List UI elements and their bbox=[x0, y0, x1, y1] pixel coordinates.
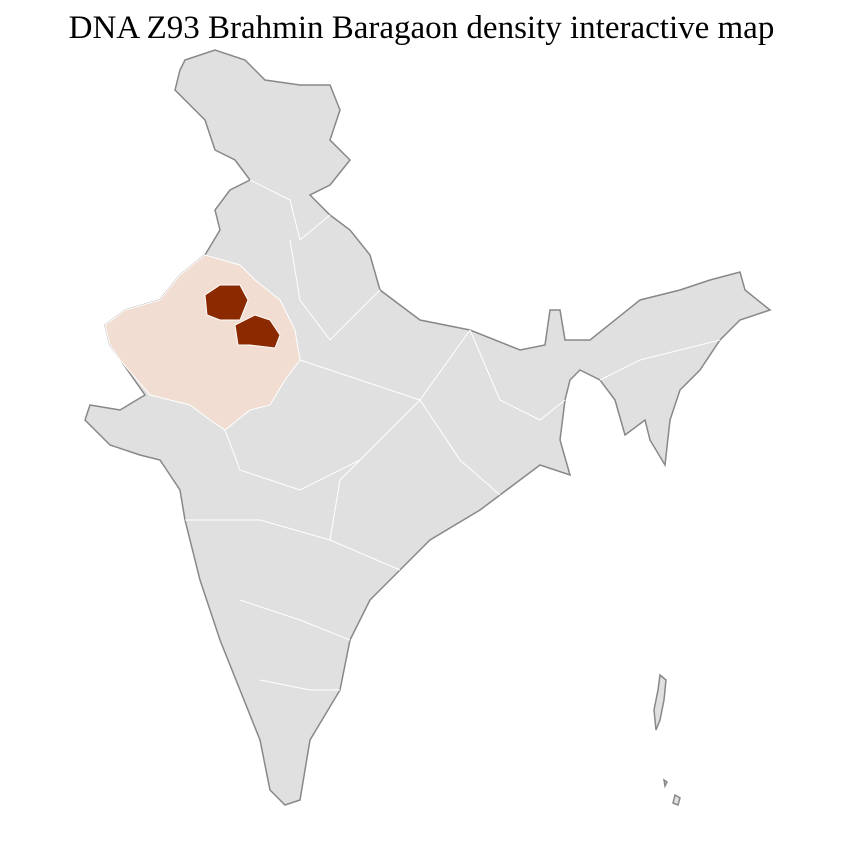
high-density-district[interactable] bbox=[204, 284, 249, 321]
rajasthan[interactable] bbox=[104, 254, 301, 431]
india-outline[interactable] bbox=[84, 49, 772, 806]
islands bbox=[653, 673, 681, 807]
map-title: DNA Z93 Brahmin Baragaon density interac… bbox=[68, 10, 775, 46]
district-borders bbox=[185, 179, 721, 691]
high-density-district[interactable] bbox=[234, 314, 281, 349]
